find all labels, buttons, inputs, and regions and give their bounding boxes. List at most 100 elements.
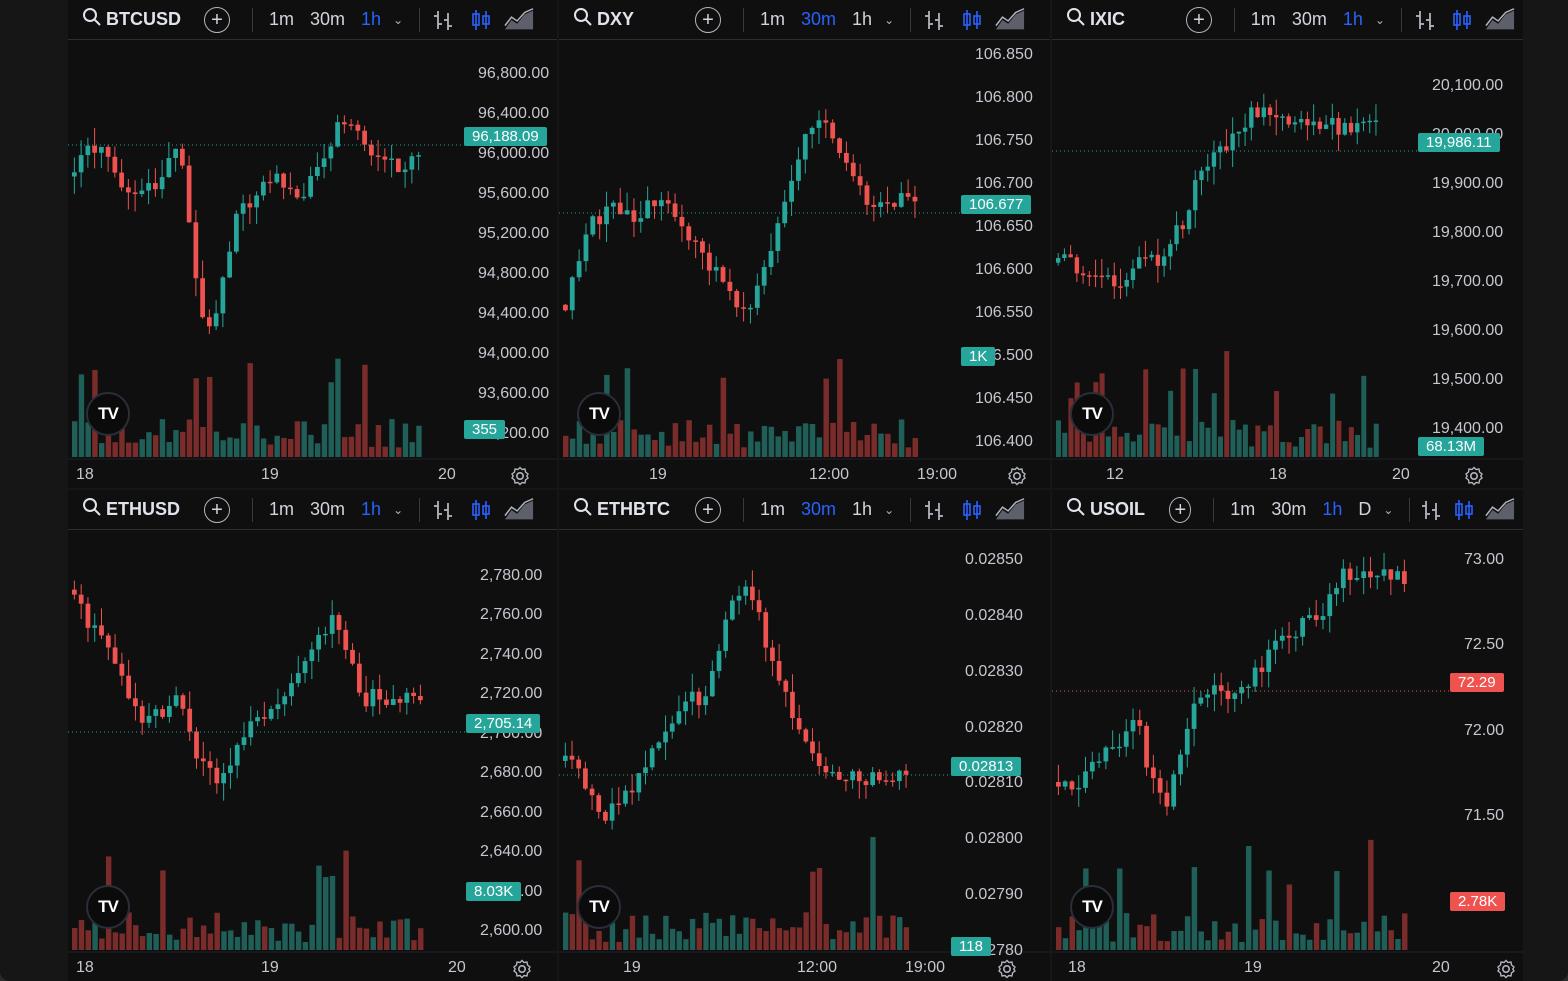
compare-symbol-icon[interactable]: + (1169, 496, 1192, 523)
chart-panel-dxy[interactable]: DXY +1m 30m 1h ⌄ 106.850 106.800 106.750 106.700… (559, 0, 1050, 488)
chart-panel-btcusd[interactable]: BTCUSD +1m 30m 1h ⌄ 96,800.00 96,400.00 96,000.… (68, 0, 557, 488)
timeframe-1h-button[interactable]: 1h (852, 9, 873, 29)
price-chart[interactable] (559, 531, 1050, 981)
tradingview-logo[interactable]: TV (86, 392, 130, 436)
timeframe-1m-button[interactable]: 1m (269, 9, 295, 29)
chevron-down-icon[interactable]: ⌄ (1383, 502, 1394, 517)
compare-symbol-icon[interactable]: + (695, 6, 721, 33)
volume-bar (1184, 916, 1191, 950)
candle (789, 165, 794, 216)
candles-icon[interactable] (957, 495, 987, 525)
volume-bar (1286, 442, 1292, 457)
price-axis-label: 106.400 (975, 433, 1033, 450)
compare-symbol-icon[interactable]: + (204, 6, 230, 33)
volume-bar (1124, 432, 1130, 457)
tradingview-logo[interactable]: TV (577, 392, 621, 436)
candle (1252, 659, 1258, 692)
panel-divider[interactable] (68, 488, 1523, 490)
symbol-search-button[interactable]: ETHUSD (82, 497, 204, 522)
volume-bar (274, 435, 280, 457)
bars-icon[interactable] (1418, 495, 1443, 525)
candle (1117, 733, 1122, 757)
timeframe-1m-button[interactable]: 1m (1250, 9, 1276, 29)
gear-icon[interactable] (1464, 466, 1484, 486)
timeframe-1m-button[interactable]: 1m (760, 499, 786, 519)
candles-icon[interactable] (466, 5, 496, 35)
search-icon (82, 497, 106, 522)
price-axis-label: 106.850 (975, 46, 1033, 63)
candle (1164, 780, 1170, 816)
volume-bar (663, 915, 669, 950)
candles-icon[interactable] (1447, 5, 1477, 35)
volume-bar (1130, 937, 1137, 950)
symbol-search-button[interactable]: DXY (573, 7, 695, 32)
candle (200, 260, 205, 319)
area-icon[interactable] (504, 5, 534, 35)
compare-symbol-icon[interactable]: + (1186, 6, 1212, 33)
timeframe-1m-button[interactable]: 1m (1230, 499, 1256, 519)
area-icon[interactable] (1485, 495, 1515, 525)
tradingview-logo[interactable]: TV (1070, 392, 1114, 436)
timeframe-extra-button[interactable]: D (1358, 499, 1372, 519)
symbol-search-button[interactable]: ETHBTC (573, 497, 695, 522)
timeframe-1m-button[interactable]: 1m (269, 499, 295, 519)
timeframe-30m-button[interactable]: 30m (801, 9, 837, 29)
timeframe-1h-button[interactable]: 1h (361, 499, 382, 519)
volume-bar (596, 930, 602, 950)
price-axis-label: 0.02840 (965, 606, 1023, 624)
chart-panel-ixic[interactable]: IXIC+1m30m1h⌄20,100.0020,000.0019,900.00… (1052, 0, 1523, 488)
gear-icon[interactable] (510, 466, 530, 486)
chart-panel-ethbtc[interactable]: ETHBTC +1m 30m 1h ⌄ 0.02850 0.02840 0.02830 0.02… (559, 490, 1050, 981)
timeframe-30m-button[interactable]: 30m (310, 9, 346, 29)
tradingview-logo[interactable]: TV (1070, 885, 1114, 929)
timeframe-30m-button[interactable]: 30m (310, 499, 346, 519)
tradingview-logo[interactable]: TV (86, 885, 130, 929)
area-icon[interactable] (995, 5, 1025, 35)
gear-icon[interactable] (512, 959, 532, 979)
timeframe-30m-button[interactable]: 30m (801, 499, 837, 519)
panel-divider[interactable] (1050, 0, 1052, 981)
area-icon[interactable] (1485, 5, 1515, 35)
chevron-down-icon[interactable]: ⌄ (393, 12, 404, 27)
gear-icon[interactable] (1007, 466, 1027, 486)
bars-icon[interactable] (919, 495, 949, 525)
panel-divider[interactable] (557, 0, 559, 981)
chevron-down-icon[interactable]: ⌄ (884, 12, 895, 27)
volume-bar (302, 941, 309, 950)
candles-icon[interactable] (466, 495, 496, 525)
chart-panel-usoil[interactable]: USOIL +1m 30m 1h D ⌄ 73.00 72.50 72.00 71.50 72.29… (1052, 490, 1523, 981)
candles-icon[interactable] (1452, 495, 1477, 525)
timeframe-1h-button[interactable]: 1h (852, 499, 873, 519)
chart-panel-ethusd[interactable]: ETHUSD +1m 30m 1h ⌄ 2,780.00 2,760.00 2,740.00 2… (68, 490, 557, 981)
timeframe-1h-button[interactable]: 1h (361, 9, 382, 29)
timeframe-1h-button[interactable]: 1h (1322, 499, 1343, 519)
symbol-search-button[interactable]: IXIC (1066, 7, 1186, 32)
candle (1105, 267, 1111, 280)
volume-bar (1267, 425, 1273, 457)
area-icon[interactable] (504, 495, 534, 525)
symbol-search-button[interactable]: BTCUSD (82, 7, 204, 32)
bars-icon[interactable] (428, 5, 458, 35)
bars-icon[interactable] (428, 495, 458, 525)
bars-icon[interactable] (1410, 5, 1440, 35)
timeframe-30m-button[interactable]: 30m (1271, 499, 1307, 519)
area-icon[interactable] (995, 495, 1025, 525)
gear-icon[interactable] (1496, 959, 1516, 979)
timeframe-1m-button[interactable]: 1m (760, 9, 786, 29)
compare-symbol-icon[interactable]: + (695, 496, 721, 523)
timeframe-1h-button[interactable]: 1h (1342, 9, 1363, 29)
gear-icon[interactable] (997, 959, 1017, 979)
chevron-down-icon[interactable]: ⌄ (1374, 12, 1385, 27)
timeframe-30m-button[interactable]: 30m (1291, 9, 1327, 29)
compare-symbol-icon[interactable]: + (204, 496, 230, 523)
volume-bar (743, 917, 749, 950)
symbol-search-button[interactable]: USOIL (1066, 497, 1169, 522)
bars-icon[interactable] (919, 5, 949, 35)
chevron-down-icon[interactable]: ⌄ (884, 502, 895, 517)
volume-bar (1239, 941, 1245, 950)
chevron-down-icon[interactable]: ⌄ (393, 502, 404, 517)
price-chart[interactable] (68, 531, 557, 981)
tradingview-logo[interactable]: TV (577, 885, 621, 929)
price-chart[interactable] (1052, 531, 1523, 981)
candles-icon[interactable] (957, 5, 987, 35)
